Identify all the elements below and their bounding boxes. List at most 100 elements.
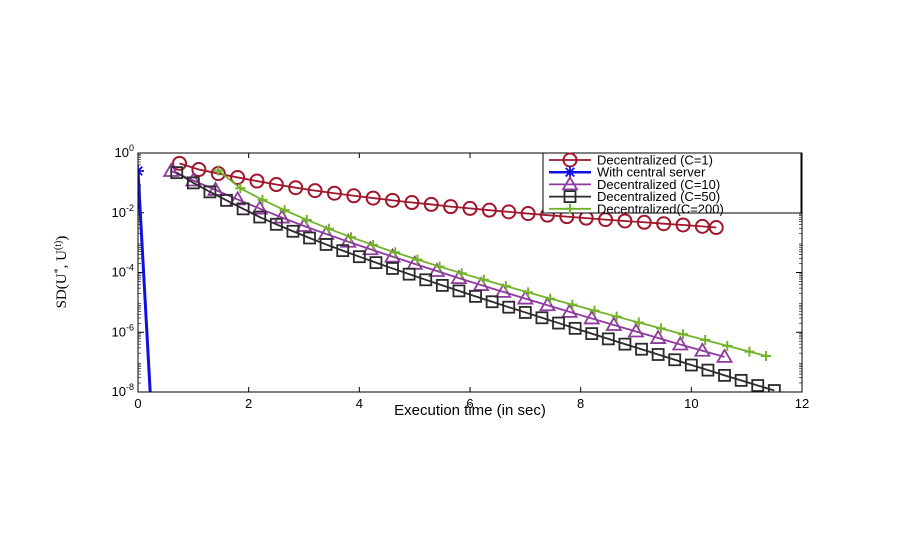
data-point bbox=[186, 176, 200, 190]
legend-marker bbox=[564, 166, 576, 179]
data-point bbox=[538, 296, 557, 312]
y-tick-label: 100 bbox=[115, 143, 134, 160]
data-point bbox=[279, 205, 290, 216]
data-point bbox=[611, 311, 622, 322]
legend-item: Decentralized (C=50) bbox=[549, 189, 720, 204]
data-point bbox=[744, 346, 755, 357]
data-point bbox=[230, 169, 246, 185]
data-point bbox=[352, 250, 366, 264]
data-point bbox=[668, 353, 682, 367]
data-point bbox=[419, 273, 433, 287]
data-point bbox=[236, 202, 250, 216]
data-point bbox=[368, 240, 379, 251]
x-tick-label: 4 bbox=[356, 396, 363, 411]
data-point bbox=[295, 217, 313, 232]
data-point bbox=[518, 306, 532, 319]
data-point bbox=[523, 287, 534, 298]
y-tick-label: 10-8 bbox=[112, 382, 134, 399]
data-point bbox=[203, 185, 217, 199]
data-point bbox=[708, 220, 724, 236]
legend-marker bbox=[561, 175, 579, 191]
data-point bbox=[385, 192, 401, 208]
data-point bbox=[516, 289, 534, 305]
series-2 bbox=[162, 162, 734, 363]
data-point bbox=[520, 206, 536, 222]
data-point bbox=[656, 216, 672, 232]
data-point bbox=[268, 177, 284, 193]
data-point bbox=[443, 199, 459, 215]
data-point bbox=[501, 204, 517, 220]
legend: Decentralized (C=1)With central serverDe… bbox=[542, 152, 802, 216]
data-point bbox=[170, 166, 184, 180]
data-point bbox=[286, 224, 300, 238]
data-point bbox=[700, 335, 711, 346]
y-tick-label: 10-4 bbox=[112, 263, 134, 280]
x-tick-label: 6 bbox=[466, 396, 473, 411]
data-point bbox=[767, 384, 781, 392]
data-point bbox=[257, 194, 268, 205]
data-point bbox=[722, 340, 733, 351]
data-point bbox=[323, 223, 334, 234]
legend-marker bbox=[563, 190, 577, 204]
legend-label: Decentralized (C=10) bbox=[597, 177, 720, 192]
x-tick-label: 0 bbox=[134, 396, 141, 411]
data-point bbox=[288, 180, 304, 196]
data-point bbox=[452, 284, 466, 298]
tick-labels: 0 2 4 6 8 10 12 100 10-2 10-4 10-6 10-8 bbox=[112, 143, 810, 411]
data-point bbox=[485, 295, 499, 309]
data-point bbox=[701, 363, 715, 377]
data-point bbox=[734, 373, 748, 387]
data-point bbox=[583, 309, 601, 325]
data-point bbox=[369, 256, 383, 270]
data-point bbox=[184, 171, 202, 187]
data-point bbox=[561, 303, 579, 318]
series-line bbox=[176, 171, 775, 392]
series-layer bbox=[138, 155, 781, 392]
data-point bbox=[568, 321, 582, 335]
data-point bbox=[649, 329, 667, 344]
data-point bbox=[545, 293, 556, 304]
data-point bbox=[481, 202, 497, 218]
data-point bbox=[404, 195, 420, 211]
data-point bbox=[655, 323, 666, 334]
data-point bbox=[303, 231, 316, 245]
x-tick-label: 2 bbox=[245, 396, 252, 411]
data-point bbox=[552, 316, 565, 330]
legend-label: Decentralized (C=50) bbox=[597, 189, 720, 204]
data-point bbox=[635, 342, 648, 356]
data-point bbox=[715, 348, 734, 363]
legend-item: Decentralized(C=200) bbox=[549, 201, 724, 216]
x-tick-label: 12 bbox=[795, 396, 809, 411]
data-point bbox=[751, 379, 765, 392]
data-point bbox=[633, 317, 644, 328]
y-tick-label: 10-6 bbox=[112, 322, 134, 339]
data-point bbox=[684, 358, 698, 372]
data-point bbox=[636, 214, 652, 230]
data-point bbox=[269, 217, 283, 231]
data-point bbox=[402, 267, 416, 281]
data-point bbox=[718, 368, 731, 382]
legend-marker bbox=[565, 203, 575, 214]
data-point bbox=[301, 214, 312, 225]
data-point bbox=[213, 165, 224, 176]
y-axis-label: SD(U*, U(t)) bbox=[53, 236, 71, 309]
data-point bbox=[365, 190, 381, 206]
data-point bbox=[617, 213, 633, 229]
x-tick-label: 8 bbox=[577, 396, 584, 411]
data-point bbox=[249, 173, 265, 189]
data-point bbox=[478, 274, 489, 285]
data-point bbox=[346, 232, 357, 243]
data-point bbox=[253, 210, 267, 224]
data-point bbox=[601, 332, 615, 346]
data-point bbox=[589, 305, 600, 316]
legend-label: Decentralized(C=200) bbox=[597, 201, 724, 216]
data-point bbox=[456, 268, 467, 279]
series-0 bbox=[172, 155, 724, 236]
data-point bbox=[220, 193, 233, 207]
data-point bbox=[386, 262, 399, 275]
legend-box bbox=[542, 152, 802, 214]
data-point bbox=[462, 200, 478, 216]
series-line bbox=[138, 170, 152, 392]
data-point bbox=[761, 351, 772, 362]
